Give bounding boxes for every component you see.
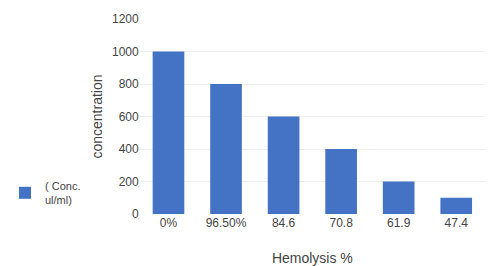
svg-text:70.8: 70.8	[329, 216, 353, 230]
svg-text:Hemolysis %: Hemolysis %	[272, 250, 353, 266]
svg-text:concentration: concentration	[89, 74, 105, 158]
svg-text:200: 200	[119, 175, 139, 189]
svg-text:1200: 1200	[112, 12, 139, 26]
svg-text:61.9: 61.9	[387, 216, 411, 230]
svg-text:84.6: 84.6	[272, 216, 296, 230]
svg-text:600: 600	[119, 110, 139, 124]
svg-text:400: 400	[119, 142, 139, 156]
svg-text:( Conc.ul/ml): ( Conc.ul/ml)	[45, 180, 80, 206]
svg-text:1000: 1000	[112, 45, 139, 59]
svg-text:0: 0	[132, 207, 139, 221]
svg-text:96.50%: 96.50%	[206, 216, 247, 230]
svg-text:800: 800	[119, 77, 139, 91]
svg-text:47.4: 47.4	[445, 216, 469, 230]
svg-text:0%: 0%	[160, 216, 178, 230]
